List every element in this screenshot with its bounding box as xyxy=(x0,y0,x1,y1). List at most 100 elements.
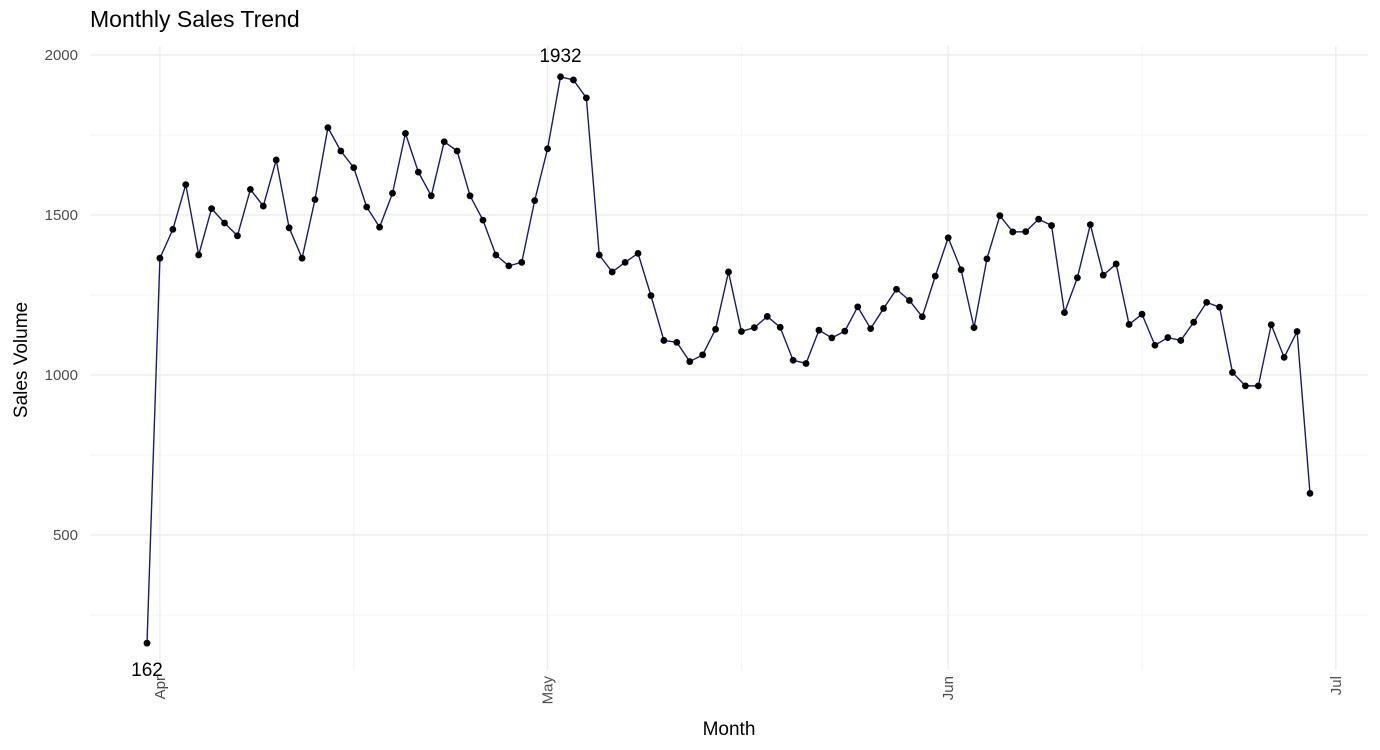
data-point xyxy=(750,324,758,332)
data-point xyxy=(1267,321,1275,329)
x-axis-label: Month xyxy=(703,719,756,740)
y-axis-label: Sales Volume xyxy=(11,302,32,418)
chart-title: Monthly Sales Trend xyxy=(90,6,300,32)
data-point xyxy=(815,326,823,334)
minor-gridlines xyxy=(90,46,1368,670)
data-point xyxy=(944,234,952,242)
data-point xyxy=(440,138,448,146)
data-point xyxy=(1280,354,1288,361)
data-point xyxy=(699,351,707,359)
data-point xyxy=(725,268,732,276)
data-point xyxy=(298,254,306,262)
data-point xyxy=(1099,271,1107,279)
data-point xyxy=(880,305,887,312)
x-tick-label: Jul xyxy=(1328,676,1345,695)
data-point xyxy=(1035,215,1043,223)
x-axis-ticks: Apr May Jun Jul xyxy=(152,676,1345,705)
data-point xyxy=(1306,490,1314,497)
data-point xyxy=(1112,260,1120,268)
data-point xyxy=(906,297,913,304)
data-point xyxy=(776,323,784,331)
data-point xyxy=(1241,382,1249,390)
data-point xyxy=(634,250,642,257)
data-point xyxy=(608,268,616,276)
data-point xyxy=(363,203,371,211)
data-point xyxy=(492,251,500,259)
data-point xyxy=(712,325,719,333)
y-tick-label: 500 xyxy=(53,527,78,544)
data-point xyxy=(957,266,965,274)
data-point xyxy=(169,226,177,233)
data-point xyxy=(1074,274,1081,282)
y-axis-ticks: 500 1000 1500 2000 xyxy=(45,47,78,544)
data-point xyxy=(1061,309,1068,316)
data-point xyxy=(518,258,526,266)
series-line xyxy=(146,76,1311,644)
data-point xyxy=(1086,221,1094,229)
data-point xyxy=(582,94,590,102)
data-point xyxy=(259,202,267,210)
data-point xyxy=(285,224,293,232)
data-point xyxy=(557,73,564,81)
data-point xyxy=(1164,334,1172,341)
data-point xyxy=(647,292,655,300)
data-point xyxy=(246,186,254,193)
data-point xyxy=(414,168,422,176)
data-point xyxy=(324,124,332,132)
data-points xyxy=(143,73,1314,647)
x-tick-label: Jun xyxy=(940,676,957,700)
data-point xyxy=(763,313,771,320)
data-point xyxy=(621,258,629,266)
data-point xyxy=(337,147,345,155)
data-point xyxy=(156,254,164,262)
series-layer xyxy=(146,76,1311,644)
data-point xyxy=(453,147,461,155)
value-annotation: 162 xyxy=(131,660,163,681)
data-point xyxy=(1293,328,1301,335)
data-point xyxy=(544,145,551,153)
data-point xyxy=(1254,382,1262,390)
data-point xyxy=(1048,222,1055,229)
data-point xyxy=(234,232,241,240)
data-point xyxy=(1216,303,1223,311)
x-tick-label: May xyxy=(540,676,557,705)
data-point xyxy=(1009,228,1017,236)
data-point xyxy=(918,313,926,321)
data-point xyxy=(983,255,991,263)
data-point xyxy=(350,164,358,172)
data-point xyxy=(1190,318,1198,326)
data-point xyxy=(996,212,1004,220)
data-point xyxy=(1203,298,1211,306)
data-point xyxy=(1177,337,1185,344)
data-point xyxy=(802,360,810,367)
data-point xyxy=(1022,228,1030,236)
data-point xyxy=(272,156,280,164)
data-point xyxy=(570,76,577,84)
data-point xyxy=(738,328,745,335)
data-point xyxy=(182,181,190,189)
data-point xyxy=(854,303,862,311)
data-point xyxy=(867,325,875,332)
data-point xyxy=(841,327,849,335)
data-point xyxy=(389,189,396,197)
data-point xyxy=(686,358,694,365)
data-point xyxy=(208,205,216,213)
major-gridlines xyxy=(90,46,1368,670)
data-point xyxy=(1229,369,1236,376)
data-point xyxy=(466,192,474,200)
data-point xyxy=(893,285,900,293)
data-point xyxy=(311,196,319,204)
data-point xyxy=(376,223,383,231)
y-tick-label: 1000 xyxy=(45,367,78,384)
data-point xyxy=(143,639,151,647)
data-point xyxy=(221,219,228,227)
x-tick-label: Apr xyxy=(152,676,169,699)
data-point xyxy=(828,334,836,342)
value-annotation: 1932 xyxy=(539,46,581,67)
annotations: 1932 162 xyxy=(131,46,582,681)
data-point xyxy=(931,272,939,280)
y-tick-label: 1500 xyxy=(45,207,78,224)
data-point xyxy=(402,130,409,137)
data-point xyxy=(1151,341,1159,349)
